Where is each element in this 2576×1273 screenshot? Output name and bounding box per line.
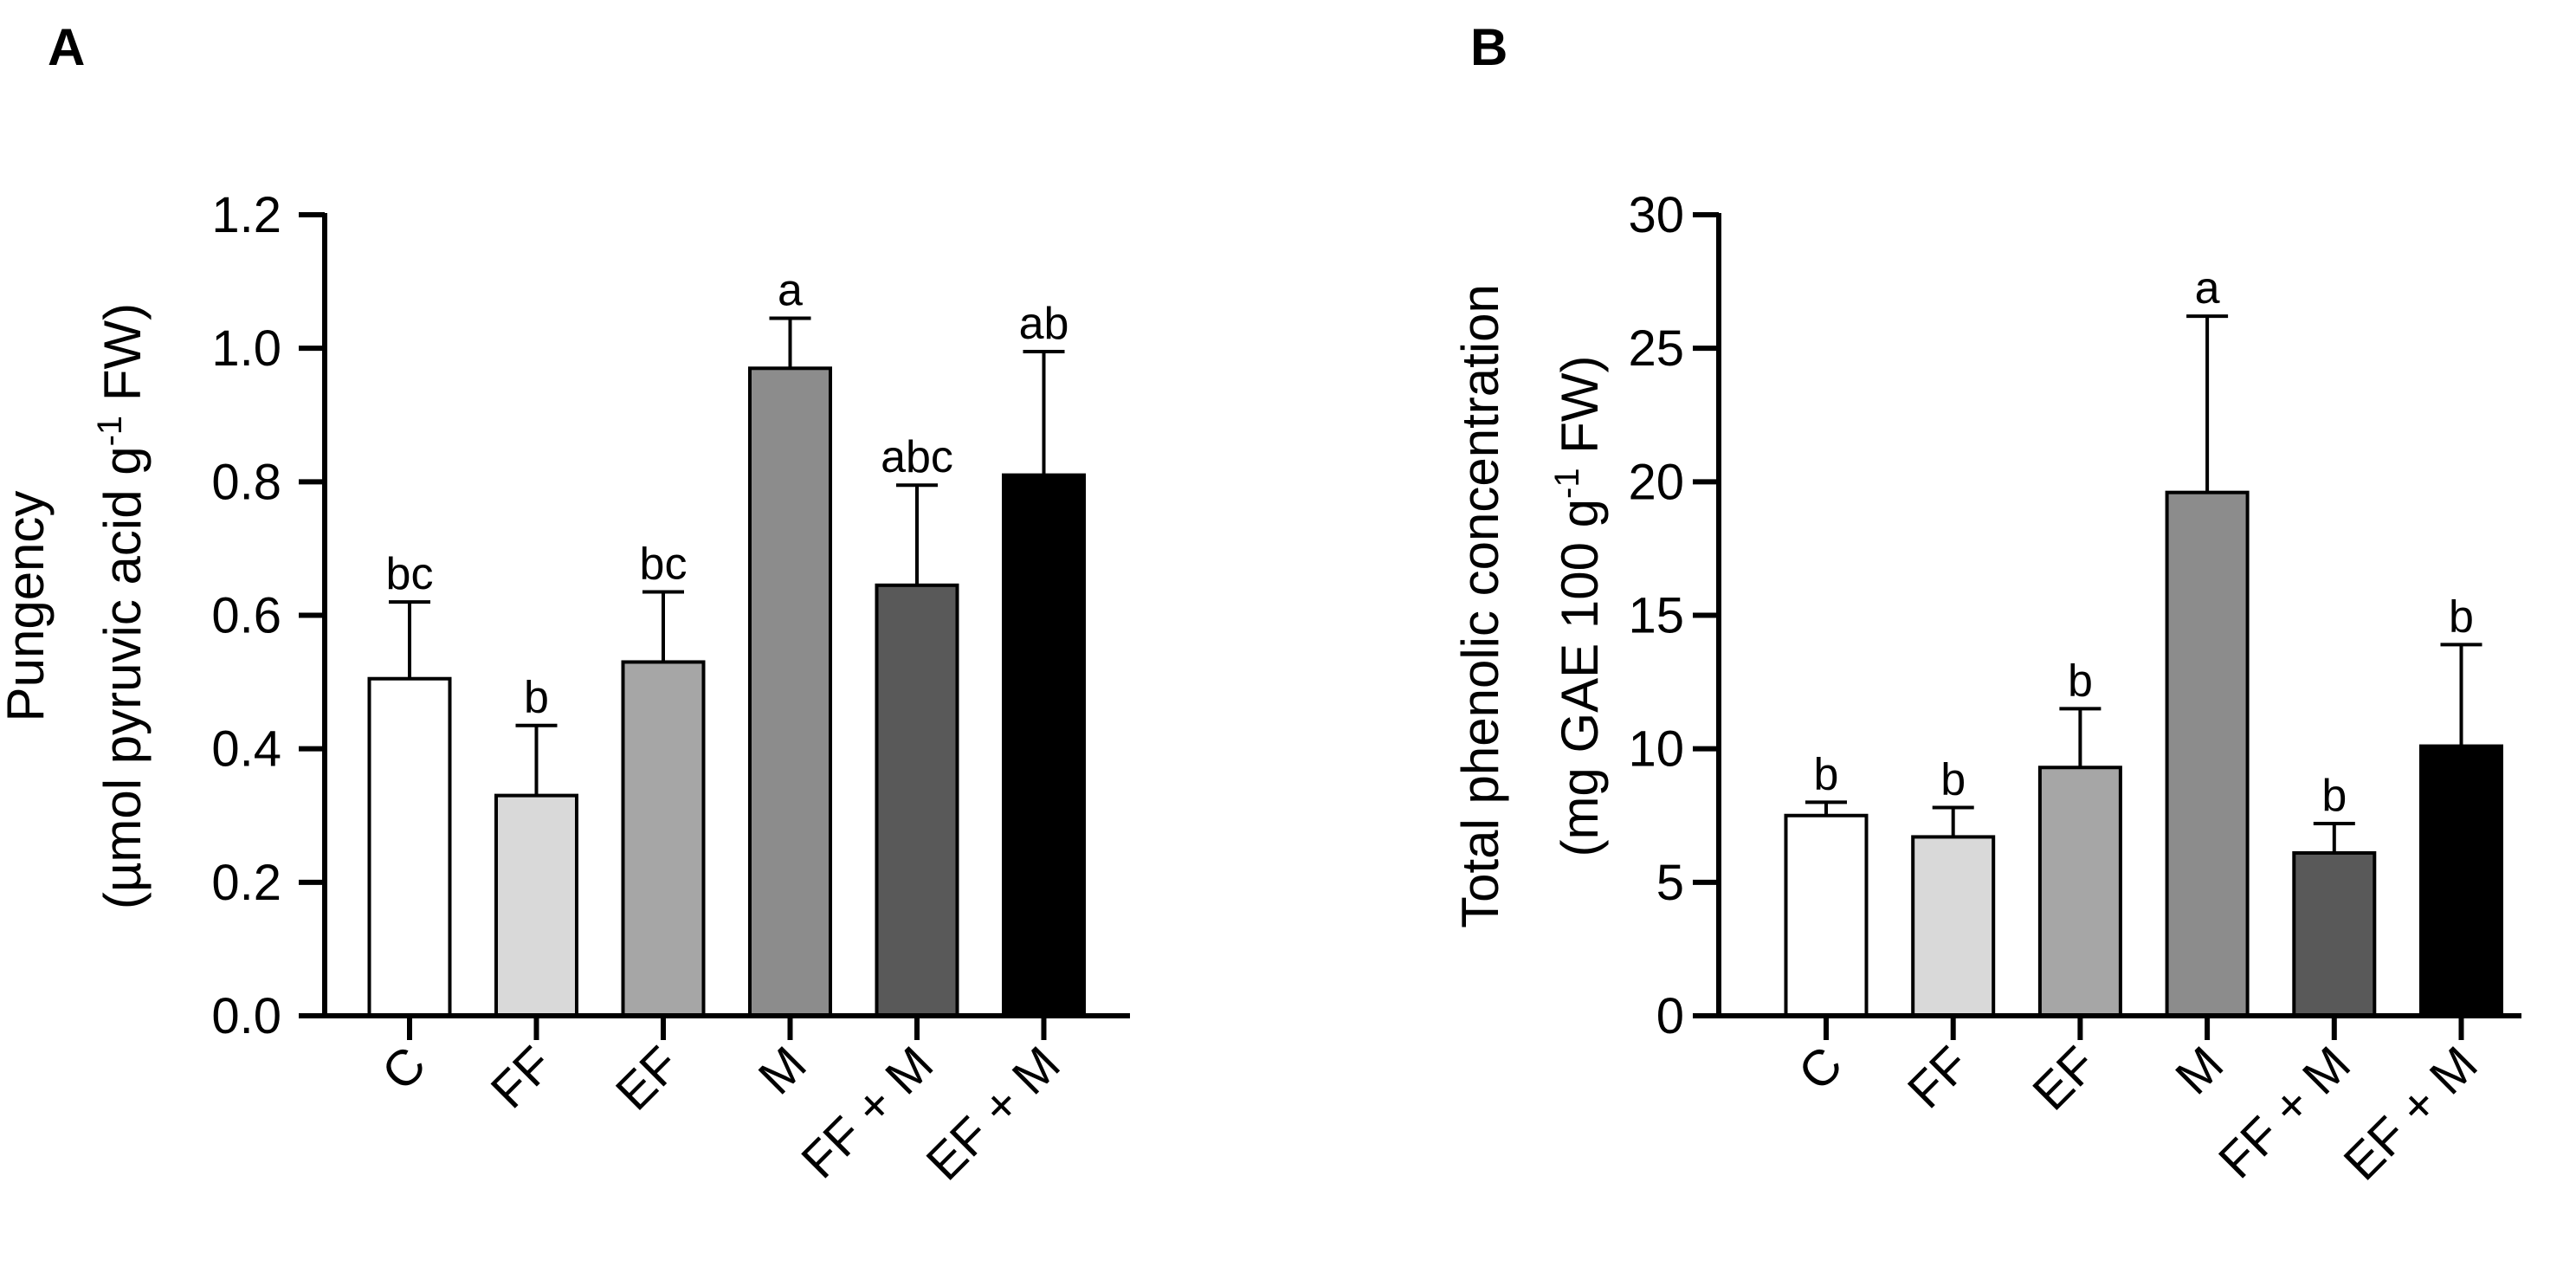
panel-b-y-tick-label: 10	[1628, 721, 1684, 778]
panel-b-significance-2: b	[1940, 755, 1966, 805]
panel-a-significance-1: bc	[386, 549, 434, 599]
panel-b-chart: Bb b b a b b 0 5 10 15 20 25 30 C FF EF MFF + MEF + M Tot…	[1451, 18, 2521, 1192]
panel-a-category-label: EF	[605, 1036, 690, 1121]
panel-b-category-label: EF + M	[2333, 1036, 2488, 1191]
panel-a-y-axis-title-line2: (µmol pyruvic acid g-1 FW)	[91, 303, 152, 909]
panel-a-significance-5: abc	[881, 432, 953, 482]
panel-b-category-label: M	[2165, 1036, 2234, 1105]
panel-a-bar-6	[1002, 473, 1086, 1018]
panel-a-bar-3	[621, 660, 706, 1018]
panel-b-y-axis-title-line2: (mg GAE 100 g-1 FW)	[1548, 355, 1609, 856]
panel-a-y-tick-label: 0.0	[211, 988, 281, 1044]
panel-b-y-axis-title-suffix: FW)	[1551, 355, 1609, 468]
panel-b-y-tick-label: 15	[1628, 588, 1684, 644]
panel-b-y-tick-label: 0	[1656, 988, 1684, 1044]
panel-a-y-tick-label: 1.0	[211, 320, 281, 377]
panel-a-y-tick-label: 0.6	[211, 588, 281, 644]
panel-b-category-label: C	[1788, 1036, 1854, 1102]
panel-b-category-label: FF + M	[2208, 1036, 2361, 1189]
panel-a-bar-4	[748, 366, 832, 1018]
panel-a-y-axis-title-suffix: FW)	[94, 303, 152, 416]
panel-a-y-tick-label: 0.8	[211, 454, 281, 510]
panel-a-category-label: M	[748, 1036, 817, 1105]
panel-a-y-tick-label: 1.2	[211, 187, 281, 243]
panel-a-y-tick-label: 0.4	[211, 721, 281, 778]
panel-a-bar-2	[494, 793, 578, 1018]
panel-a-y-tick-label: 0.2	[211, 855, 281, 911]
panel-b-significance-6: b	[2449, 591, 2474, 642]
panel-b-bar-3	[2037, 766, 2122, 1018]
panel-b-category-label: EF	[2022, 1036, 2107, 1121]
panel-b-y-axis-title-unit: (mg GAE 100 g	[1551, 499, 1609, 857]
panel-b-y-tick-label: 25	[1628, 320, 1684, 377]
panel-b-bar-1	[1784, 813, 1869, 1018]
panel-a-category-label: C	[371, 1036, 437, 1102]
panel-a-category-label: EF + M	[915, 1036, 1070, 1191]
panel-a-significance-2: b	[524, 673, 549, 723]
panel-a-significance-6: ab	[1019, 299, 1069, 349]
panel-a-category-label: FF + M	[791, 1036, 944, 1189]
panel-b-bar-2	[1911, 835, 1996, 1018]
panel-b-significance-1: b	[1814, 749, 1839, 799]
panel-a-y-axis-title-unit: (µmol pyruvic acid g	[94, 446, 152, 909]
panel-b-category-label: FF	[1897, 1036, 1980, 1119]
panel-a-y-axis-title-line1: Pungency	[0, 491, 55, 722]
panel-a-bar-1	[367, 676, 452, 1018]
panel-a-bar-5	[875, 583, 959, 1018]
panel-b-bar-4	[2165, 490, 2250, 1018]
panel-b-y-axis-title-line1: Total phenolic concentration	[1451, 284, 1509, 928]
panel-a-significance-4: a	[778, 265, 803, 315]
panel-b-y-tick-label: 5	[1656, 855, 1684, 911]
panel-b-bar-5	[2292, 850, 2377, 1018]
panel-b-letter: B	[1470, 18, 1508, 76]
panel-b-y-tick-label: 30	[1628, 187, 1684, 243]
panel-b-bar-6	[2419, 744, 2503, 1018]
panel-a-y-axis-title-superscript: -1	[91, 416, 129, 447]
panel-b-y-axis-title-superscript: -1	[1548, 468, 1586, 499]
panel-a-significance-3: bc	[640, 540, 688, 590]
panel-b-significance-3: b	[2068, 656, 2093, 706]
panel-b-significance-4: a	[2195, 263, 2220, 313]
panel-b-significance-5: b	[2321, 771, 2347, 821]
panel-a-category-label: FF	[481, 1036, 564, 1119]
panel-b-y-tick-label: 20	[1628, 454, 1684, 510]
panel-a-letter: A	[48, 18, 85, 76]
